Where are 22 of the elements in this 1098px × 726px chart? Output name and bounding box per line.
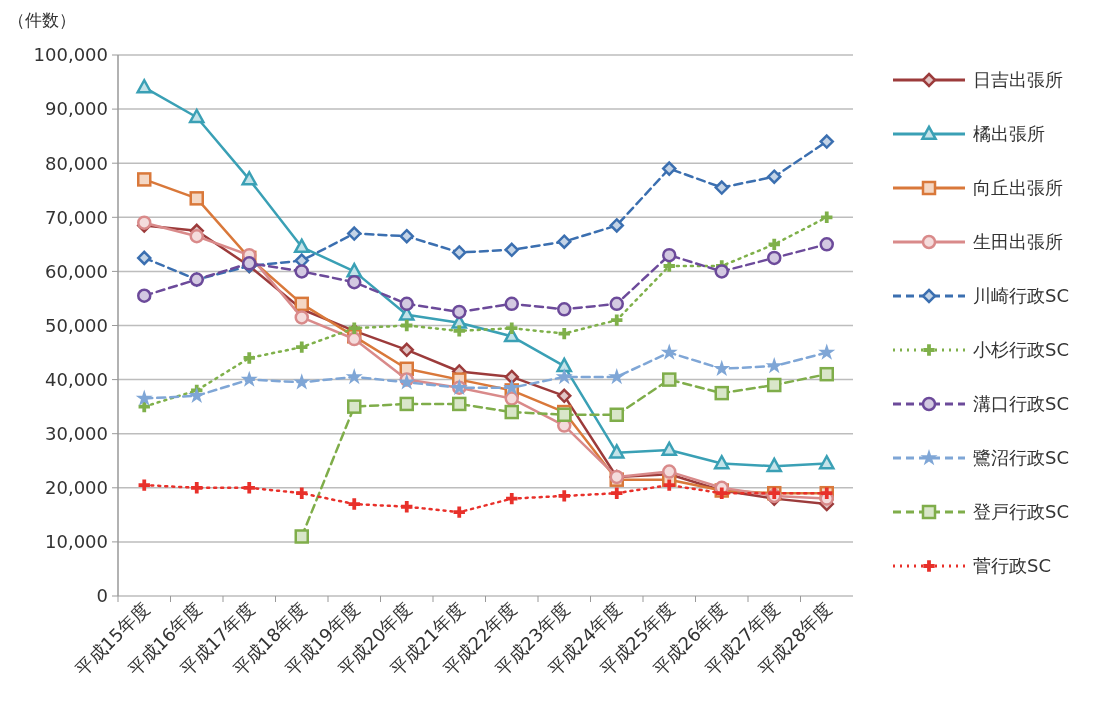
legend-label: 川崎行政SC bbox=[973, 285, 1069, 307]
y-tick-label: 100,000 bbox=[33, 44, 108, 66]
y-axis-title: （件数） bbox=[8, 10, 76, 30]
y-tick-label: 60,000 bbox=[45, 260, 108, 282]
y-tick-label: 50,000 bbox=[45, 314, 108, 336]
y-tick-label: 40,000 bbox=[45, 368, 108, 390]
legend-label: 生田出張所 bbox=[973, 231, 1063, 253]
legend-label: 鷺沼行政SC bbox=[973, 447, 1069, 469]
y-tick-label: 30,000 bbox=[45, 423, 108, 444]
y-tick-label: 70,000 bbox=[45, 206, 108, 228]
legend-label: 小杉行政SC bbox=[973, 339, 1069, 361]
legend-label: 菅行政SC bbox=[973, 555, 1051, 577]
legend-label: 橘出張所 bbox=[973, 123, 1045, 145]
y-tick-label: 20,000 bbox=[45, 477, 108, 499]
legend-label: 溝口行政SC bbox=[973, 393, 1069, 415]
y-tick-label: 80,000 bbox=[45, 152, 108, 174]
y-tick-label: 90,000 bbox=[45, 98, 108, 120]
legend-label: 向丘出張所 bbox=[973, 177, 1063, 199]
y-tick-label: 10,000 bbox=[45, 531, 108, 553]
legend-label: 日吉出張所 bbox=[973, 69, 1063, 91]
legend-label: 登戸行政SC bbox=[973, 501, 1069, 523]
y-tick-label: 0 bbox=[96, 585, 108, 607]
